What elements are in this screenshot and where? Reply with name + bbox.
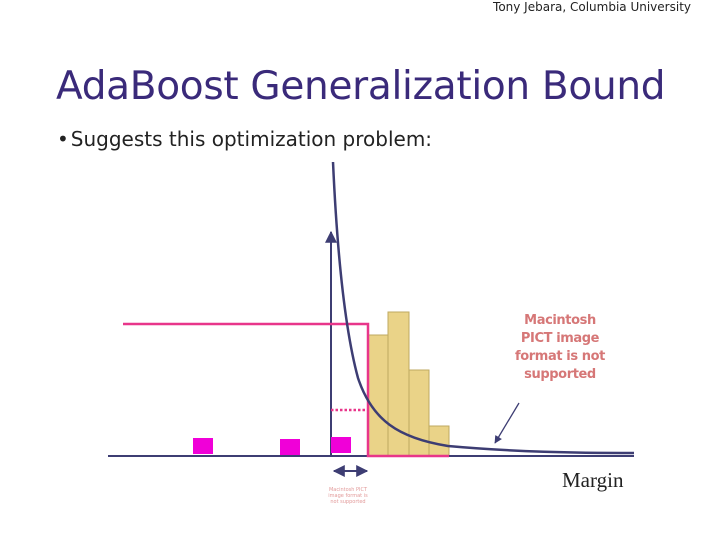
step-loss-line <box>123 322 449 458</box>
histogram-bar <box>367 334 389 457</box>
unsupported-image-placeholder-small: Macintosh PICT image format is not suppo… <box>328 487 368 505</box>
pointer-arrow <box>494 402 520 444</box>
bullet-marker: • <box>57 127 69 151</box>
unsupported-image-placeholder: Macintosh PICT image format is not suppo… <box>515 313 605 382</box>
bullet-item: • Suggests this optimization problem: <box>57 127 432 151</box>
header-credit: Tony Jebara, Columbia University <box>493 0 691 14</box>
margin-label: Margin <box>562 468 624 492</box>
data-point-marker <box>280 439 300 455</box>
histogram-bar <box>428 425 450 457</box>
histogram-bar <box>408 369 430 457</box>
bullet-text: Suggests this optimization problem: <box>70 127 433 151</box>
page-title: AdaBoost Generalization Bound <box>56 64 666 109</box>
data-point-marker <box>193 438 213 454</box>
data-point-marker <box>331 437 351 453</box>
exponential-bound-curve <box>331 161 635 455</box>
